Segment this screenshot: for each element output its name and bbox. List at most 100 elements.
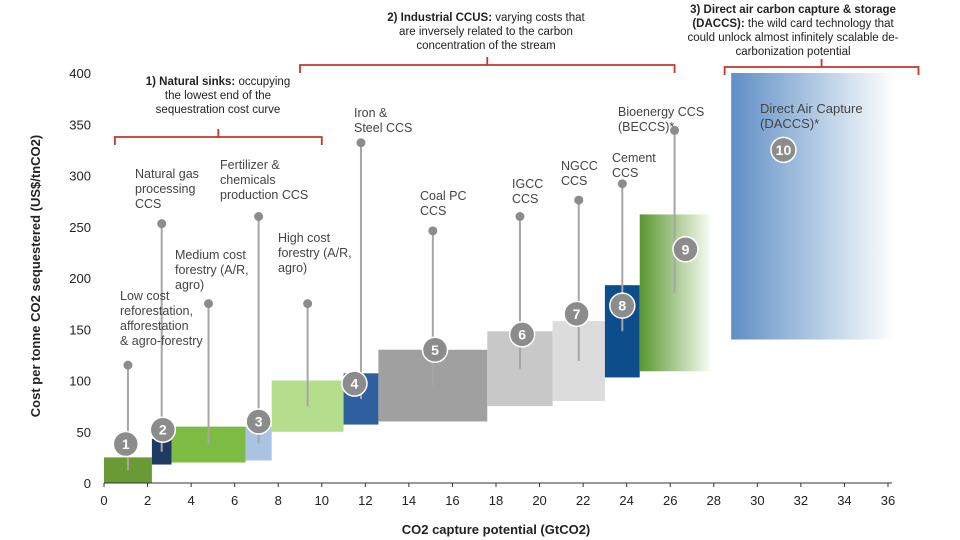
label-line: Medium cost [175, 248, 246, 262]
x-tick-label: 24 [619, 493, 633, 508]
annotation-heading: 3) Direct air carbon capture & storage [690, 4, 896, 16]
annotation-text: occupying [235, 76, 290, 88]
y-tick-label: 400 [69, 66, 91, 81]
annotation-natural-sinks: 1) Natural sinks: occupying the lowest en… [146, 76, 290, 116]
annotation-text: the wild card technology that [745, 18, 895, 30]
badge-circle [245, 408, 272, 435]
badge-7: 7 [563, 300, 590, 328]
x-tick-label: 10 [315, 493, 329, 508]
bracket-2 [299, 57, 676, 73]
badge-number: 9 [682, 241, 690, 257]
badge-6: 6 [508, 321, 536, 348]
x-tick-label: 30 [750, 493, 764, 508]
annotation-text: sequestration cost curve [156, 104, 281, 116]
label-line: chemicals [220, 173, 276, 187]
badge-circle [672, 236, 699, 263]
badge-number: 8 [618, 298, 626, 314]
badge-circle [341, 370, 368, 397]
x-tick-label: 34 [837, 493, 851, 508]
bracket-1 [113, 129, 323, 145]
x-tick-label: 14 [402, 493, 416, 508]
x-tick-label: 22 [576, 493, 590, 508]
axes: 0 2 4 6 8 10 12 14 16 18 20 22 24 26 28 30 32 34 360501001… [69, 66, 895, 508]
annotation-text: carbonization potential [735, 46, 850, 58]
x-tick-label: 0 [100, 493, 107, 508]
label-line: High cost [278, 231, 331, 245]
badge-10: 10 [770, 136, 797, 164]
y-tick-label: 200 [69, 271, 91, 286]
y-tick-label: 50 [77, 425, 91, 440]
label-line: (BECCS)* [618, 120, 674, 134]
marker-dot-11 [670, 125, 680, 135]
label-line: processing [135, 182, 195, 196]
label-line: Natural gas [135, 167, 199, 181]
label-line: Iron & [354, 106, 388, 120]
annotation-heading: 1) Natural sinks: [146, 76, 235, 88]
badge-9: 9 [672, 236, 699, 263]
label-line: reforestation, [120, 304, 193, 318]
label-line: CCS [612, 166, 638, 180]
badge-circle [149, 416, 177, 443]
annotation-text: concentration of the stream [416, 40, 555, 52]
label-line: (DACCS)* [760, 116, 819, 131]
x-tick-label: 28 [707, 493, 721, 508]
marker-dot-2 [157, 219, 167, 229]
marker-dot-7 [428, 226, 438, 236]
x-tick-label: 16 [445, 493, 459, 508]
x-tick-label: 36 [881, 493, 895, 508]
label-line: agro) [278, 261, 307, 275]
badge-2: 2 [149, 416, 177, 443]
badge-circle [563, 300, 590, 328]
annotation-daccs: 3) Direct air carbon capture & storage (D… [688, 4, 899, 58]
badge-circle [508, 321, 536, 348]
badge-1: 1 [112, 430, 140, 458]
label-line: CCS [512, 192, 538, 206]
y-tick-label: 300 [69, 169, 91, 184]
bracket-3 [723, 59, 920, 75]
badge-number: 1 [122, 436, 130, 452]
label-line: Fertilizer & [220, 158, 280, 172]
badge-number: 6 [518, 326, 526, 342]
label-3: Medium cost forestry (A/R, agro) [175, 248, 249, 292]
cost-bars [104, 73, 895, 483]
label-line: Bioenergy CCS [618, 105, 704, 119]
y-tick-label: 150 [69, 322, 91, 337]
marker-dot-1 [123, 360, 133, 370]
label-9: NGCC CCS [561, 159, 598, 188]
marker-dot-8 [515, 212, 525, 221]
badge-3: 3 [245, 408, 272, 435]
label-line: IGCC [512, 177, 543, 191]
badge-number: 5 [431, 342, 439, 358]
x-tick-label: 8 [275, 493, 282, 508]
label-12: Direct Air Capture (DACCS)* [760, 101, 863, 131]
marker-dot-5 [303, 299, 313, 309]
x-tick-label: 32 [794, 493, 808, 508]
y-axis-title: Cost per tonne CO2 sequestered (US$/tnCO… [28, 135, 43, 417]
badge-5: 5 [421, 336, 449, 363]
label-line: forestry (A/R, [278, 246, 352, 260]
label-2: Natural gas processing CCS [135, 167, 199, 211]
annotation-industrial-ccus: 2) Industrial CCUS: varying costs that ar… [387, 12, 585, 52]
label-1: Low cost reforestation, afforestation & agr… [120, 289, 203, 348]
y-tick-label: 350 [69, 117, 91, 132]
label-line: & agro-forestry [120, 334, 203, 348]
x-tick-label: 6 [231, 493, 238, 508]
marker-dot-10 [617, 179, 627, 189]
label-line: forestry (A/R, [175, 263, 249, 277]
annotation-text: the lowest end of the [165, 90, 271, 102]
badge-number: 7 [573, 306, 581, 322]
x-tick-label: 12 [358, 493, 372, 508]
label-line: NGCC [561, 159, 598, 173]
label-line: Coal PC [420, 189, 467, 203]
label-line: agro) [175, 278, 204, 292]
y-tick-label: 100 [69, 374, 91, 389]
label-7: Coal PC CCS [420, 189, 467, 218]
label-4: Fertilizer & chemicals production CCS [220, 158, 308, 202]
annotation-text: are inversely related to the carbon [399, 26, 573, 38]
marker-dot-6 [356, 138, 366, 148]
label-5: High cost forestry (A/R, agro) [278, 231, 352, 275]
badge-circle [609, 292, 636, 319]
technology-labels: Low cost reforestation, afforestation & agr… [120, 101, 863, 348]
badge-number: 10 [776, 142, 792, 158]
